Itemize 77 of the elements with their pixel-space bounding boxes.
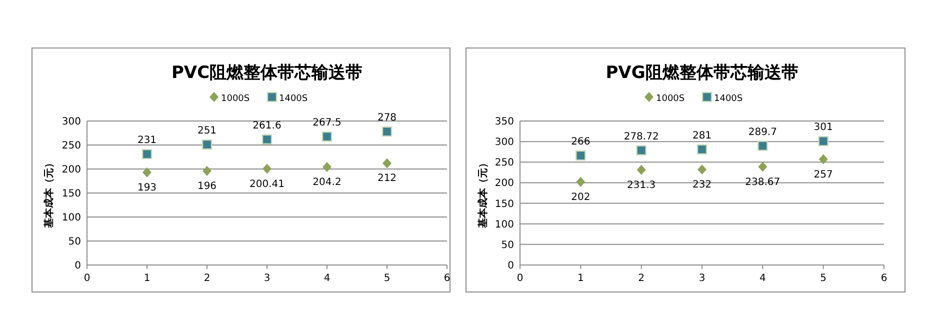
chart-title: PVC阻燃整体带芯输送带 — [171, 63, 363, 83]
point — [818, 154, 828, 164]
y-tick-label: 150 — [494, 198, 514, 210]
data-label: 202 — [571, 192, 590, 203]
legend-label: 1400S — [714, 94, 743, 104]
data-label: 238.67 — [745, 176, 780, 188]
data-label: 278 — [377, 112, 397, 124]
y-tick-label: 350 — [494, 116, 514, 128]
point — [262, 134, 272, 145]
data-label: 281 — [692, 130, 712, 142]
y-tick-label: 200 — [494, 178, 514, 190]
point — [818, 136, 828, 146]
point — [698, 164, 706, 175]
point — [382, 158, 392, 168]
data-label: 261.6 — [252, 120, 282, 132]
x-tick-label: 4 — [759, 273, 766, 284]
y-axis-title: 基本成本（元） — [43, 158, 55, 229]
data-label: 301 — [814, 122, 833, 134]
data-label: 289.7 — [748, 126, 777, 138]
point — [696, 144, 708, 154]
y-tick-label: 50 — [68, 236, 81, 248]
point — [576, 176, 586, 187]
x-tick-label: 2 — [204, 273, 210, 284]
y-tick-label: 100 — [62, 212, 81, 224]
y-tick-label: 100 — [494, 219, 514, 230]
x-tick-label: 2 — [638, 273, 645, 284]
point — [322, 132, 332, 142]
data-label: 200.41 — [250, 178, 284, 190]
data-label: 232 — [692, 180, 712, 191]
legend-label: 1000S — [221, 94, 250, 104]
legend-label: 1400S — [279, 94, 308, 104]
data-label: 257 — [814, 169, 833, 180]
y-tick-label: 300 — [494, 137, 514, 148]
data-label: 251 — [197, 126, 217, 137]
point — [322, 162, 332, 172]
y-tick-label: 200 — [62, 164, 81, 176]
point — [576, 150, 586, 161]
data-label: 266 — [571, 136, 590, 148]
point — [636, 145, 646, 156]
point — [758, 162, 768, 172]
point — [202, 139, 212, 150]
data-label: 278.72 — [624, 131, 659, 142]
y-axis-title: 基本成本（元） — [477, 158, 489, 229]
x-tick-label: 0 — [516, 273, 524, 284]
data-label: 193 — [137, 182, 157, 194]
y-tick-label: 300 — [62, 116, 81, 128]
data-label: 231 — [137, 135, 157, 146]
x-tick-label: 1 — [144, 273, 150, 284]
point — [142, 167, 152, 178]
point — [142, 149, 152, 160]
x-tick-label: 6 — [880, 273, 888, 284]
point — [202, 166, 212, 176]
data-label: 212 — [377, 173, 397, 184]
x-tick-label: 3 — [698, 273, 706, 284]
y-tick-label: 0 — [508, 260, 514, 272]
data-label: 196 — [197, 180, 217, 192]
x-tick-label: 0 — [84, 273, 90, 284]
point — [636, 164, 646, 175]
y-tick-label: 0 — [74, 260, 81, 272]
x-tick-label: 3 — [264, 273, 270, 284]
data-label: 267.5 — [312, 118, 342, 129]
point — [262, 164, 272, 174]
x-tick-label: 6 — [444, 273, 450, 284]
y-tick-label: 250 — [62, 140, 81, 152]
chart-title: PVG阻燃整体带芯输送带 — [606, 63, 798, 83]
x-tick-label: 1 — [577, 273, 584, 284]
x-tick-label: 5 — [384, 273, 390, 284]
data-label: 204.2 — [312, 176, 342, 188]
y-tick-label: 250 — [494, 158, 514, 169]
y-tick-label: 150 — [62, 188, 81, 200]
x-tick-label: 4 — [324, 273, 330, 284]
x-tick-label: 5 — [820, 273, 827, 284]
legend-label: 1000S — [656, 94, 685, 104]
data-label: 231.3 — [627, 180, 656, 191]
y-tick-label: 50 — [501, 240, 514, 251]
point — [758, 140, 768, 151]
point — [382, 126, 392, 137]
